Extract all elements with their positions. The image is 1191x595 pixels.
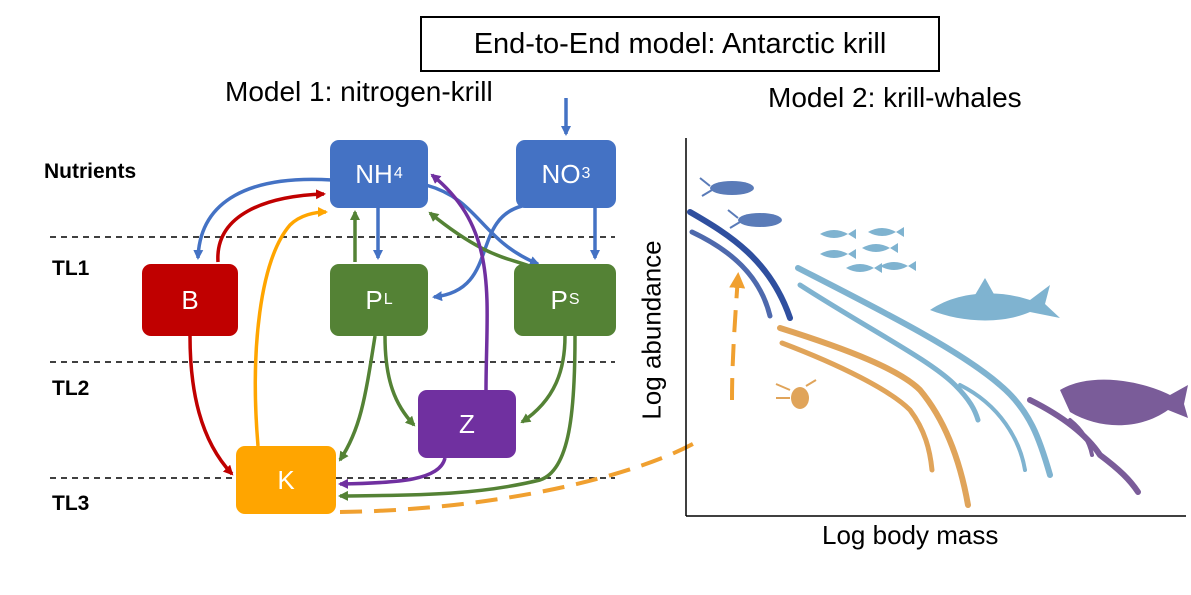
node-pl-label: P <box>365 284 383 315</box>
model1-title: Model 1: nitrogen-krill <box>225 76 493 107</box>
level-label-tl1: TL1 <box>52 257 90 280</box>
curve-krill-2 <box>689 229 773 319</box>
arrow-nh4-b <box>193 177 333 260</box>
node-nh4-sub: 4 <box>393 165 403 182</box>
level-label-tl2: TL2 <box>52 377 90 400</box>
link-spectrum-arrow <box>729 272 746 401</box>
spectrum-axes <box>685 138 1186 517</box>
arrow-ps-z <box>520 335 567 424</box>
node-z: Z <box>418 390 516 458</box>
curve-fish-2 <box>797 282 981 423</box>
spectrum-xlabel: Log body mass <box>822 520 999 550</box>
node-b-label: B <box>181 284 199 315</box>
curve-whale-2 <box>1068 418 1094 457</box>
curve-krill-1 <box>687 209 793 321</box>
arrow-z-k <box>338 457 447 489</box>
arrow-nh4-ps <box>425 183 540 266</box>
model2-title: Model 2: krill-whales <box>768 82 1022 113</box>
crustacean-icon <box>775 379 817 409</box>
node-k-label: K <box>277 464 295 495</box>
curve-fish-1 <box>795 265 1053 478</box>
node-no3: NO 3 <box>516 140 616 208</box>
level-label-nutrients: Nutrients <box>44 160 137 183</box>
spectrum-ylabel: Log abundance <box>636 240 667 420</box>
node-nh4-label: NH <box>355 158 393 189</box>
curve-zoo-2 <box>779 340 935 473</box>
shark-icon <box>930 278 1060 321</box>
link-k-to-spectrum <box>339 438 702 514</box>
fish-school-icon <box>820 227 916 273</box>
node-nh4: NH 4 <box>330 140 428 208</box>
arrow-b-k <box>188 335 234 476</box>
node-no3-sub: 3 <box>581 165 591 182</box>
node-z-label: Z <box>459 408 475 439</box>
arrow-k-nh4 <box>253 207 328 447</box>
spectrum-curves <box>687 209 1141 508</box>
node-ps-label: P <box>550 284 568 315</box>
whale-icon <box>1060 379 1188 426</box>
krill-icon <box>699 177 782 229</box>
arrow-z-nh4 <box>430 173 489 391</box>
node-ps-sub: S <box>568 291 580 308</box>
arrow-pl-k <box>338 335 377 462</box>
node-b: B <box>142 264 238 336</box>
arrow-pl-z <box>383 335 416 427</box>
node-pl-sub: L <box>383 291 393 308</box>
curve-zoo-1 <box>777 325 971 508</box>
node-no3-label: NO <box>541 158 581 189</box>
arrow-ps-k <box>338 335 577 501</box>
curve-whale-1 <box>1027 397 1141 495</box>
figure-title: End-to-End model: Antarctic krill <box>420 16 940 72</box>
level-label-tl3: TL3 <box>52 492 90 515</box>
node-k: K <box>236 446 336 514</box>
curve-fish-3 <box>958 383 1027 472</box>
arrow-b-nh4 <box>216 189 326 263</box>
